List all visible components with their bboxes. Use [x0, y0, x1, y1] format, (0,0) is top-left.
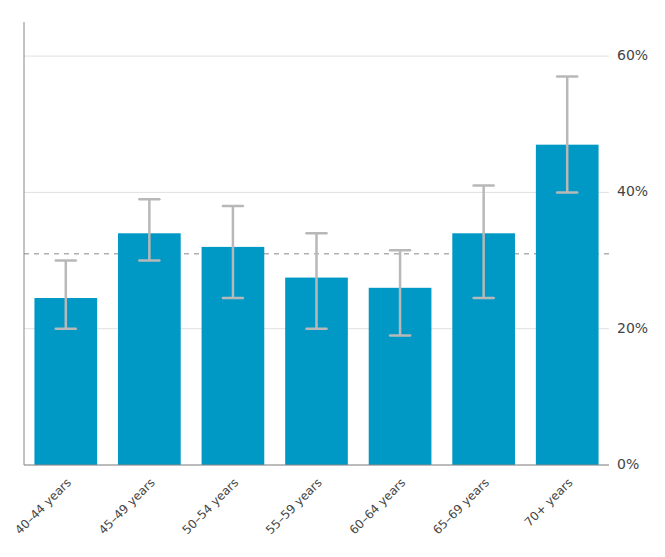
- y-tick-label: 0%: [617, 456, 639, 472]
- grid-line: [24, 192, 609, 193]
- error-cap-upper: [557, 75, 577, 78]
- error-bar: [56, 261, 76, 329]
- error-whisker: [315, 233, 318, 328]
- error-cap-lower: [474, 297, 494, 300]
- y-tick-label: 20%: [617, 320, 648, 336]
- error-whisker: [148, 199, 151, 260]
- error-cap-lower: [223, 297, 243, 300]
- y-tick-label: 40%: [617, 183, 648, 199]
- error-bar: [306, 233, 326, 328]
- x-tick-label: 55–59 years: [263, 475, 325, 537]
- error-whisker: [566, 77, 569, 193]
- error-cap-lower: [56, 327, 76, 330]
- x-tick-label: 50–54 years: [179, 475, 241, 537]
- error-cap-upper: [390, 249, 410, 252]
- error-cap-upper: [306, 232, 326, 235]
- x-tick-label: 45–49 years: [96, 475, 158, 537]
- grid: [24, 56, 609, 465]
- chart-container: 0% 20% 40% 60% 40–44 years 45–49 years 50–54 y…: [0, 0, 665, 557]
- error-cap-lower: [139, 259, 159, 262]
- error-whisker: [65, 261, 68, 329]
- plot-area: [24, 77, 609, 465]
- x-tick-label: 65–69 years: [430, 475, 492, 537]
- x-axis-line: [24, 465, 609, 466]
- error-cap-lower: [390, 334, 410, 337]
- error-cap-lower: [557, 191, 577, 194]
- bar: [118, 233, 181, 465]
- y-tick-label: 60%: [617, 47, 648, 63]
- error-whisker: [232, 206, 235, 298]
- bar: [536, 145, 599, 465]
- error-cap-upper: [139, 198, 159, 201]
- x-tick-label: 60–64 years: [347, 475, 409, 537]
- error-cap-lower: [306, 327, 326, 330]
- error-cap-upper: [56, 259, 76, 262]
- error-bar: [390, 250, 410, 335]
- chart-svg: 0% 20% 40% 60% 40–44 years 45–49 years 50–54 y…: [0, 0, 665, 557]
- x-tick-label: 40–44 years: [12, 475, 74, 537]
- y-axis-line: [24, 22, 25, 465]
- error-bar: [223, 206, 243, 298]
- x-tick-label: 70+ years: [522, 475, 576, 529]
- error-cap-upper: [474, 184, 494, 187]
- error-bar: [139, 199, 159, 260]
- grid-line: [24, 56, 609, 57]
- grid-line: [24, 328, 609, 329]
- error-whisker: [399, 250, 402, 335]
- grid-line: [24, 465, 609, 466]
- error-whisker: [482, 186, 485, 298]
- error-cap-upper: [223, 205, 243, 208]
- error-bar: [474, 186, 494, 298]
- error-bar: [557, 77, 577, 193]
